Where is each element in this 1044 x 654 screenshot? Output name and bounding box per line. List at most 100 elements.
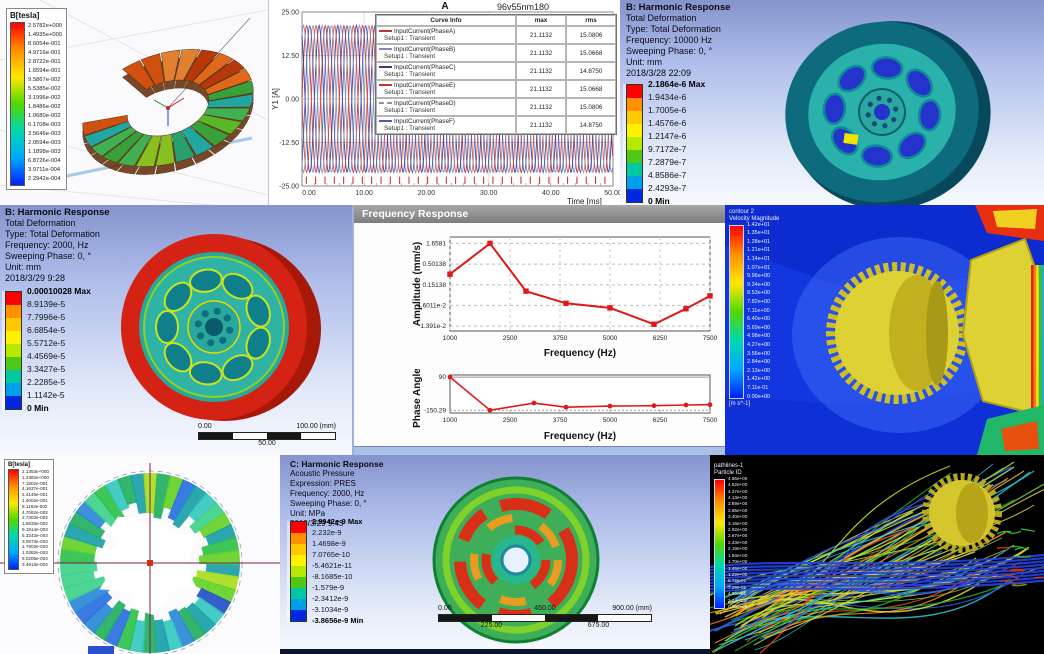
y-tick-label: 1.391e-2 <box>420 323 446 330</box>
x-axis-label: Frequency (Hz) <box>544 348 616 359</box>
field-wedge <box>68 583 110 614</box>
legend-value: 1.42e+00 <box>747 376 771 383</box>
legend-value: 9.24e+00 <box>747 281 771 288</box>
legend-color-swatch <box>291 599 306 610</box>
annotation-line: Acoustic Pressure <box>290 469 355 478</box>
streamline <box>744 549 935 641</box>
annotation-line: Sweeping Phase: 0, ° <box>626 46 713 56</box>
field-wedge <box>92 600 126 641</box>
ring-field-render <box>0 463 280 654</box>
result-annotation: B: Harmonic Response Total Deformation Ty… <box>626 2 731 79</box>
legend-color-swatch <box>6 318 21 331</box>
curve-color-swatch <box>379 66 392 69</box>
legend-value: 2.19e+00 <box>728 546 748 552</box>
annotation-line: Type: Total Deformation <box>5 229 100 239</box>
legend-color-swatch <box>6 357 21 370</box>
legend-value: 1.94e+00 <box>728 552 748 558</box>
legend-color-swatch <box>627 85 642 98</box>
data-marker <box>607 403 613 409</box>
x-tick-label: 2500 <box>503 417 518 424</box>
legend-value: 4.13e+00 <box>728 495 748 501</box>
curve-name: InputCurrent(PhaseD) <box>394 100 456 107</box>
legend-value: 3.5646e-003 <box>28 131 61 137</box>
curve-name-line: InputCurrent(PhaseE) <box>379 82 513 89</box>
legend-title: B[tesla] <box>10 11 40 20</box>
result-lines: Total Deformation Type: Total Deformation… <box>5 218 110 284</box>
legend-value: 1.9434e-6 <box>648 91 687 102</box>
curve-rms-value: 14.8750 <box>566 62 616 80</box>
legend-value: 3.56e+00 <box>747 350 771 357</box>
streamline-bundle <box>710 566 1044 581</box>
field-wedge <box>60 570 96 590</box>
vortex-squiggle <box>1010 568 1026 572</box>
legend-value: 1.2147e-6 <box>648 130 687 141</box>
field-wedge <box>74 591 113 625</box>
legend-color-swatch <box>627 189 642 202</box>
wheel-deformation-render <box>121 234 321 421</box>
annotation-line: 2018/3/29 9:43 <box>290 519 344 528</box>
curve-name-line: InputCurrent(PhaseF) <box>379 118 513 125</box>
legend-color-swatch <box>627 111 642 124</box>
annotation-line: Sweeping Phase: 0, ° <box>5 251 92 261</box>
wheel-hole <box>905 68 934 98</box>
curve-rms-value: 14.8750 <box>566 116 616 134</box>
panel-maxwell-ring: B[tesla] 2.1353e+000 1.2382e+000 7.1802e-0… <box>0 455 280 654</box>
result-annotation: C: Harmonic Response Acoustic Pressure Ex… <box>290 459 384 529</box>
field-legend: B[tesla] 2.5782e+000 1.4935e+000 8.6054e-0… <box>6 8 68 190</box>
panel-maxwell-toroid: B[tesla] 2.5782e+000 1.4935e+000 8.6054e-0… <box>0 0 268 205</box>
legend-value: 3.16e+00 <box>728 520 748 526</box>
x-axis-label: Time [ms] <box>567 197 602 205</box>
wheel-hole <box>917 98 942 132</box>
streamline-bundle <box>710 573 1044 588</box>
y-tick-label: 1.6581 <box>426 240 446 247</box>
data-marker <box>487 240 493 247</box>
annotation-line: Frequency: 2000, Hz <box>290 489 365 498</box>
x-tick-label: 10.00 <box>355 190 373 197</box>
field-wedge <box>168 608 195 648</box>
curve-cell: InputCurrent(PhaseA) Setup1 : Transient <box>376 26 516 44</box>
ruler-label: 450.00 <box>534 605 556 612</box>
ruler-segment <box>545 615 598 621</box>
legend-color-swatch <box>6 344 21 357</box>
window-bottom-strip <box>354 446 727 455</box>
x-tick-label: 6250 <box>653 417 668 424</box>
curve-setup: Setup1 : Transient <box>384 35 436 42</box>
legend-value: 1.46e+00 <box>728 565 748 571</box>
field-legend: B[tesla] 2.1353e+000 1.2382e+000 7.1802e-0… <box>4 459 54 574</box>
legend-body: 4.86e+00 4.62e+00 4.37e+00 4.13e+00 3.89e+00… <box>714 476 748 610</box>
legend-unit: [m s^-1] <box>729 401 751 408</box>
field-wedge <box>115 608 140 651</box>
legend-color-swatch <box>627 150 642 163</box>
curve-name: InputCurrent(PhaseE) <box>394 82 456 89</box>
x-tick-label: 5000 <box>603 417 618 424</box>
legend-value: 2.4146e-001 <box>22 492 48 498</box>
legend-value: 6.6854e-5 <box>27 324 66 335</box>
legend-value: 2.2942e-004 <box>28 176 61 182</box>
panel-harmonic-wheel-left: B: Harmonic Response Total Deformation Ty… <box>0 205 352 455</box>
field-wedge <box>105 478 130 512</box>
field-wedge <box>189 501 226 534</box>
legend-color-swatch <box>291 566 306 577</box>
annotation-line: Total Deformation <box>5 218 76 228</box>
legend-value: 1.4935e+000 <box>28 32 63 38</box>
field-wedge <box>60 561 98 577</box>
plot-title: A <box>441 1 448 12</box>
wheel-hole <box>189 268 223 293</box>
legend-value: 0.00010028 Max <box>27 285 91 296</box>
field-wedge <box>128 619 146 653</box>
legend-title: B[tesla] <box>8 462 31 468</box>
field-wedge <box>60 547 96 563</box>
deformation-legend: 0.00010028 Max 8.9139e-5 7.7996e-5 6.6854e-… <box>5 286 91 415</box>
taskbar-fragment <box>88 646 114 654</box>
legend-value: 3.3427e-5 <box>27 363 66 374</box>
data-marker <box>447 271 453 277</box>
legend-value: 1.70e+00 <box>728 559 748 565</box>
ruler-label: 0.00 <box>198 423 212 430</box>
ruler-label: 900.00 (mm) <box>612 605 652 612</box>
window-titlebar[interactable]: Frequency Response <box>354 205 727 223</box>
legend-value: 4.1637e-001 <box>22 486 48 492</box>
legend-value: -1.579e-9 <box>312 582 345 592</box>
curve-color-swatch <box>379 120 392 123</box>
curve-max-value: 21.1132 <box>516 26 566 44</box>
vortex-squiggle <box>1003 574 1019 580</box>
